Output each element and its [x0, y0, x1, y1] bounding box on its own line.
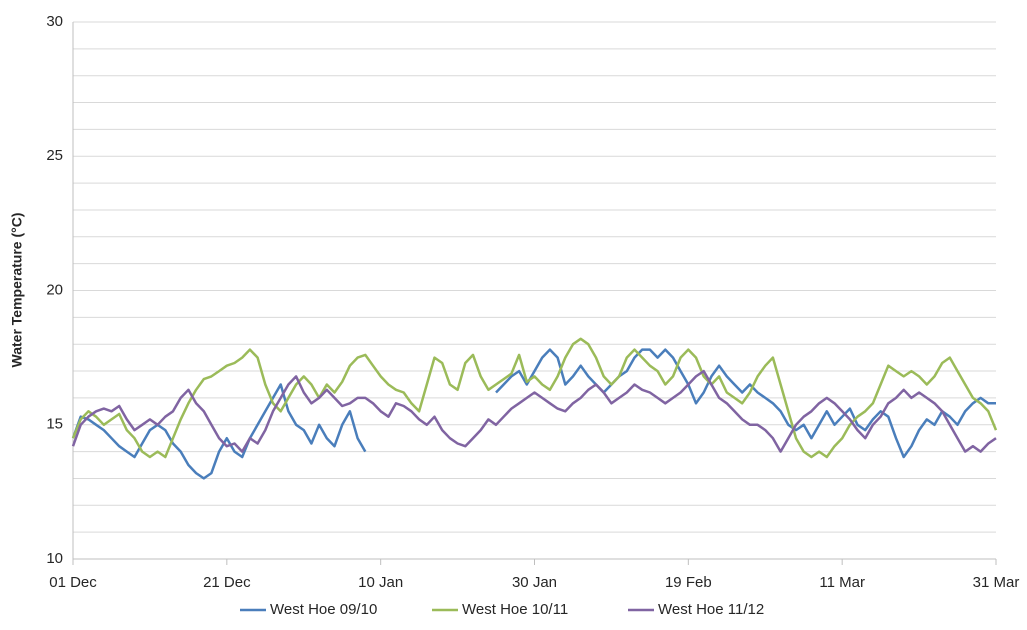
y-tick-label: 30 [46, 13, 63, 30]
x-tick-label: 30 Jan [512, 574, 557, 591]
legend-label: West Hoe 11/12 [658, 601, 764, 618]
x-tick-label: 19 Feb [665, 574, 712, 591]
x-tick-label: 10 Jan [358, 574, 403, 591]
series-line [71, 369, 997, 453]
y-tick-label: 15 [46, 416, 63, 433]
y-tick-label: 25 [46, 147, 63, 164]
series-line [71, 348, 996, 480]
y-axis-title: Water Temperature (°C) [9, 213, 25, 368]
y-tick-label: 10 [46, 550, 63, 567]
legend-label: West Hoe 10/11 [462, 601, 568, 618]
x-tick-label: 31 Mar [973, 574, 1020, 591]
y-tick-label: 20 [46, 281, 63, 298]
series-line [71, 337, 998, 459]
x-tick-label: 21 Dec [203, 574, 251, 591]
legend-label: West Hoe 09/10 [270, 601, 377, 618]
x-tick-label: 01 Dec [49, 574, 97, 591]
x-tick-label: 11 Mar [819, 574, 865, 591]
